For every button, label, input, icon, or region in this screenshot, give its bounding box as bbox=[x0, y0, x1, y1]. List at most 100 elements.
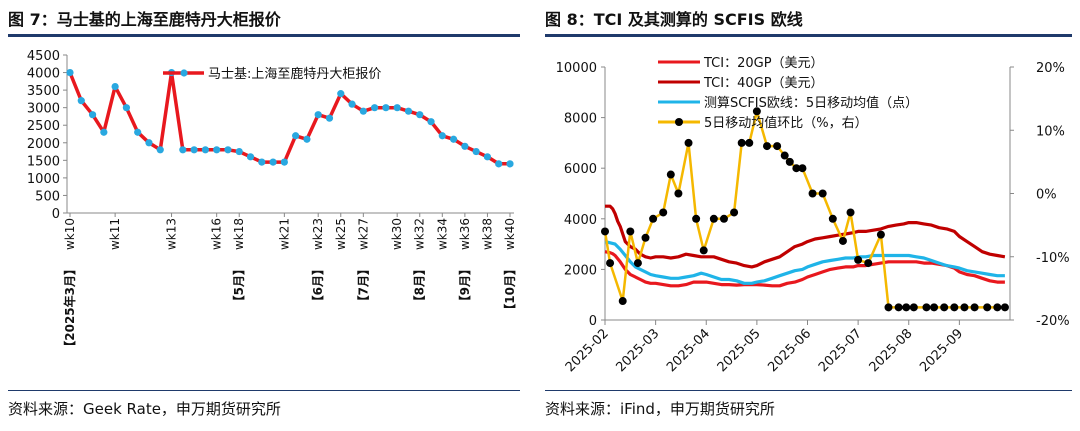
data-point bbox=[902, 303, 911, 312]
month-label: 【7月】 bbox=[355, 263, 370, 307]
data-point bbox=[684, 138, 693, 147]
month-label: 【8月】 bbox=[412, 263, 427, 307]
legend-label: 马士基:上海至鹿特丹大柜报价 bbox=[208, 66, 381, 82]
x-tick-label: 2025-08 bbox=[867, 326, 916, 375]
y-tick-label: 2000 bbox=[27, 137, 60, 152]
legend-marker-3 bbox=[675, 118, 683, 126]
data-point bbox=[846, 208, 855, 217]
y-tick-label: 4500 bbox=[27, 49, 60, 64]
x-tick-label: wk18 bbox=[232, 218, 246, 250]
data-point bbox=[438, 132, 446, 140]
data-point bbox=[798, 164, 807, 173]
data-point bbox=[876, 230, 885, 239]
legend-swatch-marker bbox=[180, 69, 188, 77]
data-point bbox=[922, 303, 931, 312]
data-point bbox=[77, 97, 85, 105]
y2-tick-label: -20% bbox=[1036, 314, 1070, 329]
y-tick-label: 1500 bbox=[27, 154, 60, 169]
month-label: 【6月】 bbox=[310, 263, 325, 307]
data-point bbox=[506, 160, 514, 168]
data-point bbox=[88, 111, 97, 119]
x-tick-label: 2025-06 bbox=[765, 326, 814, 375]
left-title-rule bbox=[8, 34, 520, 37]
data-point bbox=[659, 208, 668, 217]
x-tick-label: 2025-04 bbox=[664, 326, 713, 375]
legend-label-2: 测算SCFIS欧线：5日移动均值（点） bbox=[704, 95, 918, 111]
data-point bbox=[649, 214, 658, 223]
x-tick-label: 2025-02 bbox=[563, 326, 612, 375]
data-point bbox=[66, 68, 74, 77]
data-point bbox=[692, 214, 701, 223]
data-point bbox=[145, 139, 153, 147]
data-point bbox=[666, 170, 675, 179]
right-source-note: 资料来源：iFind，申万期货研究所 bbox=[545, 400, 775, 418]
right-chart-title: 图 8：TCI 及其测算的 SCFIS 欧线 bbox=[545, 10, 803, 29]
y-tick-label: 10000 bbox=[556, 61, 597, 76]
data-point bbox=[495, 160, 503, 168]
data-point bbox=[970, 303, 979, 312]
maersk-price-chart: 0 500 1000 1500 2000 2500 3000 3500 4000 4500 wk10… bbox=[27, 49, 517, 353]
y-tick-label: 2500 bbox=[27, 119, 60, 134]
x-tick-label: wk16 bbox=[210, 218, 224, 250]
data-point bbox=[909, 303, 918, 312]
data-point bbox=[111, 83, 119, 91]
data-point bbox=[1000, 303, 1009, 312]
data-point bbox=[449, 135, 458, 143]
data-point bbox=[224, 146, 232, 154]
data-point bbox=[201, 146, 209, 154]
data-point bbox=[280, 158, 288, 166]
tci-scfis-chart: 0 2000 4000 6000 8000 10000 -20% -10% 0% 10% 20% 20… bbox=[556, 56, 1070, 375]
y2-tick-label: -10% bbox=[1036, 251, 1070, 266]
data-point bbox=[213, 146, 221, 154]
month-label: 【2025年3月】 bbox=[62, 263, 77, 353]
data-point bbox=[156, 146, 164, 154]
data-point bbox=[792, 164, 801, 173]
y-tick-label: 2000 bbox=[564, 263, 597, 278]
legend-label-0: TCI：20GP（美元） bbox=[703, 56, 824, 71]
data-point bbox=[359, 107, 367, 115]
data-point bbox=[258, 158, 266, 166]
data-point bbox=[483, 153, 492, 161]
data-point bbox=[752, 107, 761, 116]
data-point bbox=[773, 142, 782, 151]
month-label: 【10月】 bbox=[502, 263, 517, 316]
data-point bbox=[864, 259, 873, 268]
y-tick-label: 4000 bbox=[564, 213, 597, 228]
x-tick-label: wk34 bbox=[435, 218, 449, 250]
data-point bbox=[884, 303, 893, 312]
data-point bbox=[737, 138, 746, 147]
data-point bbox=[371, 104, 379, 112]
data-point bbox=[337, 90, 345, 98]
data-point bbox=[179, 146, 187, 154]
data-point bbox=[461, 142, 469, 150]
month-label: 【9月】 bbox=[457, 263, 472, 307]
data-point bbox=[940, 303, 949, 312]
y-tick-label: 3000 bbox=[27, 102, 60, 117]
y-tick-label: 500 bbox=[35, 189, 60, 204]
data-point bbox=[404, 107, 413, 115]
y-tick-label: 1000 bbox=[27, 172, 60, 187]
series-line-maersk bbox=[68, 70, 510, 166]
data-point bbox=[292, 132, 300, 140]
y-tick-label: 3500 bbox=[27, 84, 60, 99]
data-point bbox=[983, 303, 992, 312]
x-tick-label: wk40 bbox=[503, 218, 517, 250]
x-tick-label: 2025-09 bbox=[917, 326, 966, 375]
right-title-rule bbox=[545, 34, 1072, 37]
y2-tick-label: 20% bbox=[1036, 61, 1065, 76]
data-point bbox=[993, 303, 1002, 312]
data-point bbox=[325, 114, 334, 122]
x-tick-label: wk21 bbox=[277, 218, 291, 250]
data-point bbox=[719, 214, 728, 223]
data-point bbox=[100, 128, 108, 136]
left-source-note: 资料来源：Geek Rate，申万期货研究所 bbox=[8, 400, 281, 418]
series-line-0 bbox=[604, 250, 1005, 288]
y-tick-label: 6000 bbox=[564, 162, 597, 177]
data-point bbox=[269, 158, 277, 166]
data-point bbox=[393, 104, 401, 112]
data-point bbox=[601, 227, 609, 236]
data-point bbox=[626, 227, 635, 236]
data-point bbox=[763, 142, 771, 151]
data-point bbox=[122, 104, 131, 112]
x-tick-label: wk11 bbox=[108, 218, 122, 250]
